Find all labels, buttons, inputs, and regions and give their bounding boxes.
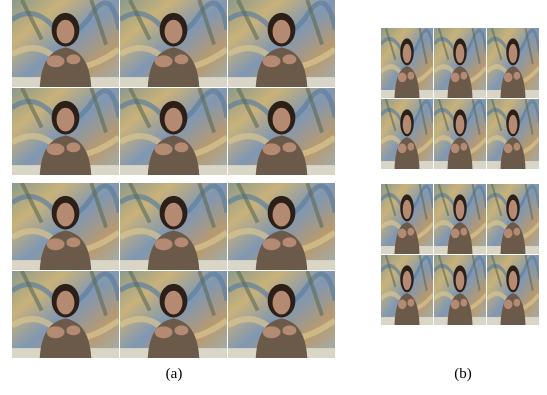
video-frame [381,255,433,325]
video-frame [12,0,119,87]
panel-label: (b) [454,366,472,382]
figure: (a) (b) [0,0,547,390]
video-frame [434,255,486,325]
video-frame [487,28,539,98]
video-frame [120,88,227,175]
video-frame [487,99,539,169]
video-frame [228,0,335,87]
video-frame [120,183,227,270]
video-frame [228,271,335,358]
video-frame [487,255,539,325]
frame-grid [12,0,539,358]
video-frame [12,183,119,270]
video-frame [381,184,433,254]
video-frame [434,99,486,169]
video-frame [487,184,539,254]
video-frame [12,271,119,358]
video-frame [434,28,486,98]
video-frame [381,28,433,98]
video-frame [120,0,227,87]
video-frame [12,88,119,175]
video-frame [381,99,433,169]
video-frame [434,184,486,254]
panel-label: (a) [166,366,183,382]
video-frame [228,88,335,175]
video-frame [120,271,227,358]
video-frame [228,183,335,270]
